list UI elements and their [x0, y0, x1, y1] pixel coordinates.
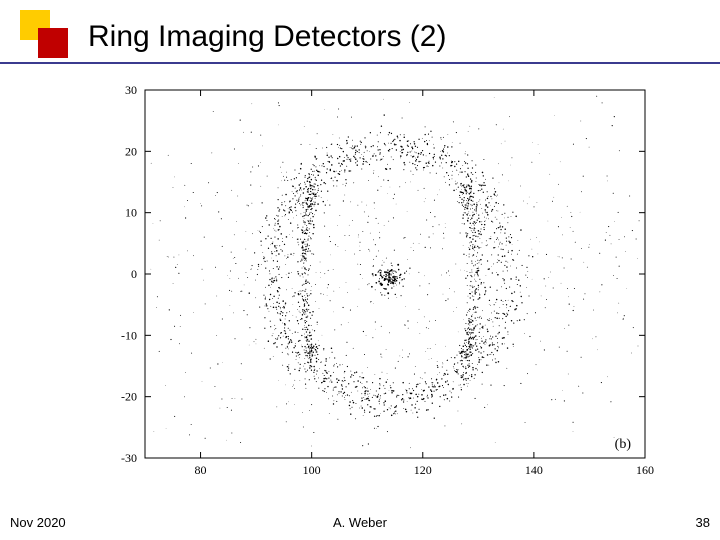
ring-scatter-chart: -30 -20 -10 0 10 20 30 80 100 120 140 160 (b): [100, 78, 660, 488]
svg-text:20: 20: [125, 144, 137, 158]
svg-text:80: 80: [195, 463, 207, 477]
svg-text:30: 30: [125, 83, 137, 97]
svg-text:(b): (b): [615, 437, 632, 452]
svg-text:-10: -10: [121, 328, 137, 342]
svg-text:160: 160: [636, 463, 654, 477]
title-underline: [0, 62, 720, 64]
svg-text:100: 100: [303, 463, 321, 477]
svg-text:-20: -20: [121, 390, 137, 404]
footer-author: A. Weber: [0, 515, 720, 530]
accent-block-red: [38, 28, 68, 58]
title-bar: Ring Imaging Detectors (2): [0, 10, 720, 70]
svg-text:10: 10: [125, 206, 137, 220]
svg-text:0: 0: [131, 267, 137, 281]
slide: Ring Imaging Detectors (2) -30 -20 -10 0 10 2…: [0, 0, 720, 540]
svg-text:120: 120: [414, 463, 432, 477]
page-title: Ring Imaging Detectors (2): [88, 20, 446, 54]
footer-page-number: 38: [696, 515, 710, 530]
svg-text:140: 140: [525, 463, 543, 477]
svg-text:-30: -30: [121, 451, 137, 465]
